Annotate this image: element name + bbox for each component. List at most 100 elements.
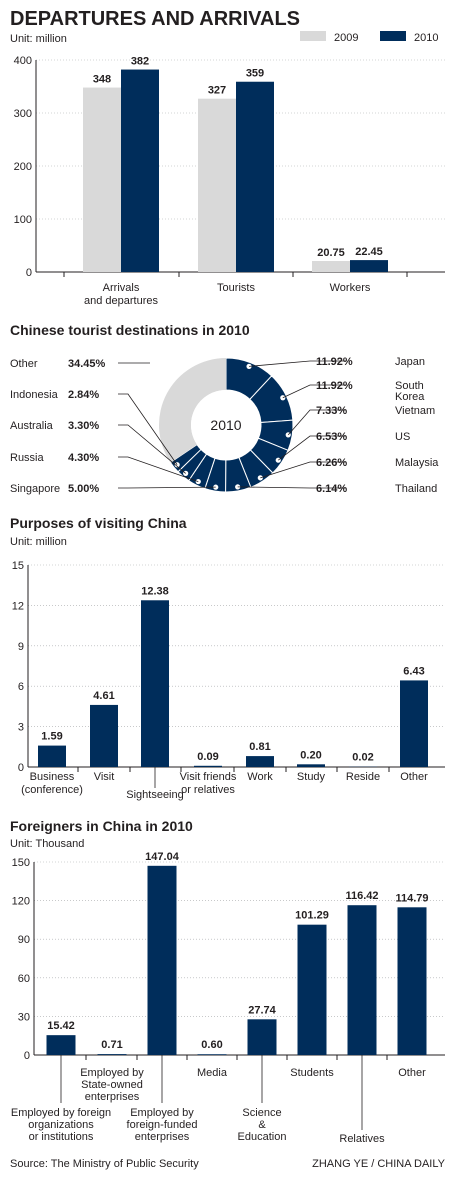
- x-category-label: Business: [30, 771, 75, 783]
- chart4-title: Foreigners in China in 2010: [10, 818, 193, 834]
- y-tick-label: 0: [26, 267, 32, 279]
- slice-value-label: 2.84%: [68, 389, 99, 401]
- slice-value-label: 7.33%: [316, 405, 347, 417]
- y-tick-label: 400: [14, 55, 32, 67]
- y-tick-label: 0: [18, 762, 24, 774]
- x-category-label: Visit friends: [180, 771, 237, 783]
- slice-name-label: Thailand: [395, 483, 437, 495]
- x-category-label: Sightseeing: [126, 789, 184, 801]
- x-category-label: Employed by foreign: [11, 1107, 111, 1119]
- slice-name-label: Other: [10, 358, 38, 370]
- data-label: 101.29: [295, 910, 329, 922]
- y-tick-label: 200: [14, 161, 32, 173]
- data-label: 1.59: [41, 731, 62, 743]
- x-category-label: enterprises: [135, 1131, 190, 1143]
- x-category-label: or relatives: [181, 784, 235, 796]
- slice-value-label: 34.45%: [68, 358, 106, 370]
- y-tick-label: 0: [24, 1050, 30, 1062]
- legend-swatch-2010: [380, 31, 406, 41]
- donut-center-label: 2010: [210, 417, 241, 433]
- slice-value-label: 5.00%: [68, 483, 99, 495]
- x-category-label: Study: [297, 771, 326, 783]
- y-tick-label: 90: [18, 934, 30, 946]
- foreigners-chart: Foreigners in China in 2010 Unit: Thousa…: [10, 818, 445, 1145]
- slice-value-label: 6.14%: [316, 483, 347, 495]
- x-category-label: Employed by: [130, 1107, 194, 1119]
- chart4-unit: Unit: Thousand: [10, 838, 84, 850]
- slice-value-label: 11.92%: [316, 380, 353, 392]
- x-category-label: &: [258, 1119, 266, 1131]
- legend-label-2010: 2010: [414, 32, 438, 44]
- leader-line: [118, 487, 216, 488]
- x-category-label: Tourists: [217, 282, 255, 294]
- x-category-label: Other: [398, 1067, 426, 1079]
- x-category-label: Arrivals: [103, 282, 140, 294]
- bar: [47, 1035, 76, 1055]
- data-label: 0.60: [201, 1039, 222, 1051]
- slice-name-label: Singapore: [10, 483, 60, 495]
- bar: [398, 907, 427, 1055]
- x-category-label: and departures: [84, 295, 158, 307]
- y-tick-label: 6: [18, 681, 24, 693]
- slice-value-label: 6.26%: [316, 457, 347, 469]
- bar-2009: [83, 88, 121, 272]
- y-tick-label: 9: [18, 641, 24, 653]
- slice-value-label: 6.53%: [316, 431, 347, 443]
- slice-name-label: Malaysia: [395, 457, 439, 469]
- x-category-label: Media: [197, 1067, 228, 1079]
- data-label: 6.43: [403, 665, 424, 677]
- chart2-title: Chinese tourist destinations in 2010: [10, 322, 250, 338]
- data-label: 0.20: [300, 749, 321, 761]
- data-label: 0.02: [352, 752, 373, 764]
- bar: [348, 905, 377, 1055]
- data-label: 359: [246, 68, 264, 80]
- data-label: 147.04: [145, 851, 180, 863]
- data-label: 4.61: [93, 690, 114, 702]
- data-label: 116.42: [345, 890, 378, 902]
- y-tick-label: 60: [18, 973, 30, 985]
- slice-name-label: Indonesia: [10, 389, 59, 401]
- bar: [400, 680, 428, 767]
- slice-value-label: 4.30%: [68, 452, 99, 464]
- x-category-label: (conference): [21, 784, 83, 796]
- departures-arrivals-chart: DEPARTURES AND ARRIVALS Unit: million 20…: [10, 8, 445, 307]
- data-label: 382: [131, 56, 149, 68]
- bar: [246, 756, 274, 767]
- data-label: 348: [93, 74, 111, 86]
- x-category-label: Education: [238, 1131, 287, 1143]
- bar: [90, 705, 118, 767]
- bar: [148, 866, 177, 1055]
- slice-value-label: 3.30%: [68, 420, 99, 432]
- slice-name-label: US: [395, 431, 410, 443]
- data-label: 15.42: [47, 1020, 75, 1032]
- credit: ZHANG YE / CHINA DAILY: [312, 1158, 446, 1170]
- data-label: 114.79: [395, 892, 428, 904]
- tourist-destinations-chart: Chinese tourist destinations in 2010 201…: [10, 322, 439, 495]
- slice-name-label: Russia: [10, 452, 45, 464]
- data-label: 22.45: [355, 246, 383, 258]
- x-category-label: Work: [247, 771, 273, 783]
- x-category-label: Students: [290, 1067, 334, 1079]
- slice-value-label: 11.92%: [316, 356, 353, 368]
- y-tick-label: 3: [18, 722, 24, 734]
- slice-name-label: Korea: [395, 391, 425, 403]
- chart1-legend: 2009 2010: [300, 31, 438, 44]
- bar: [297, 764, 325, 767]
- slice-name-label: Vietnam: [395, 405, 435, 417]
- bar-2010: [236, 82, 274, 272]
- bar-2009: [312, 261, 350, 272]
- y-tick-label: 120: [12, 896, 30, 908]
- x-category-label: State-owned: [81, 1079, 143, 1091]
- x-category-label: foreign-funded: [127, 1119, 198, 1131]
- chart1-title: DEPARTURES AND ARRIVALS: [10, 8, 300, 30]
- bar: [141, 600, 169, 767]
- bar: [298, 925, 327, 1055]
- slice-name-label: Australia: [10, 420, 54, 432]
- bar: [38, 746, 66, 767]
- data-label: 20.75: [317, 247, 345, 259]
- x-category-label: Visit: [94, 771, 115, 783]
- legend-swatch-2009: [300, 31, 326, 41]
- data-label: 0.71: [101, 1039, 122, 1051]
